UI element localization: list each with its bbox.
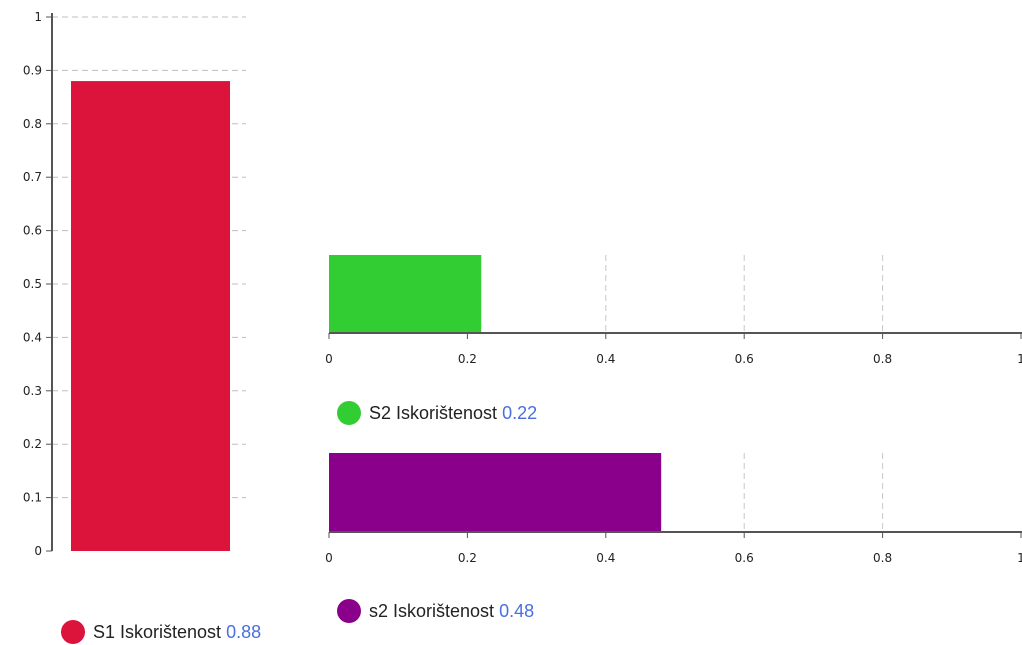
y-tick-label: 0 [34, 544, 42, 558]
y-tick-label: 0.9 [23, 63, 42, 77]
legend-s2-value: 0.22 [502, 403, 537, 423]
legend-s2-lower-label: s2 Iskorištenost [369, 601, 499, 621]
legend-s2-lower-text: s2 Iskorištenost 0.48 [369, 601, 534, 621]
legend-s1-marker [61, 620, 85, 644]
legend-s2-lower-marker [337, 599, 361, 623]
y-tick-label: 0.2 [23, 437, 42, 451]
y-tick-label: 0.5 [23, 277, 42, 291]
legend-s2-lower-value: 0.48 [499, 601, 534, 621]
s2-horizontal-bar-chart: 0 0.2 0.4 0.6 0.8 1 [325, 255, 1022, 366]
y-tick-label: 0.4 [23, 330, 42, 344]
x-tick-label: 0.6 [735, 352, 754, 366]
x-tick-label: 0.2 [458, 551, 477, 565]
legend-s1-value: 0.88 [226, 622, 261, 642]
legend-s1-text: S1 Iskorištenost 0.88 [93, 622, 261, 642]
x-tick-label: 0.8 [873, 551, 892, 565]
bar-s2-lower [329, 453, 662, 532]
x-tick-label: 1 [1017, 352, 1022, 366]
x-tick-label: 0.2 [458, 352, 477, 366]
s2-lower-horizontal-bar-chart: 0 0.2 0.4 0.6 0.8 1 [325, 453, 1022, 565]
y-tick-label: 0.1 [23, 491, 42, 505]
x-tick-label: 0.4 [596, 551, 615, 565]
legend-s2-marker [337, 401, 361, 425]
y-tick-label: 1 [34, 10, 42, 24]
x-tick-label: 0.8 [873, 352, 892, 366]
x-tick-label: 0 [325, 352, 333, 366]
y-tick-label: 0.6 [23, 224, 42, 238]
legends: S1 Iskorištenost 0.88 S2 Iskorištenost 0.… [61, 401, 537, 644]
x-tick-label: 0 [325, 551, 333, 565]
s1-vertical-bar-chart: 0 0.1 0.2 0.3 0.4 0.5 0.6 0.7 0.8 0.9 1 [23, 10, 246, 558]
legend-s2-label: S2 Iskorištenost [369, 403, 502, 423]
legend-s2-text: S2 Iskorištenost 0.22 [369, 403, 537, 423]
y-tick-label: 0.7 [23, 170, 42, 184]
x-tick-label: 0.6 [735, 551, 754, 565]
bar-s2 [329, 255, 482, 333]
y-tick-label: 0.3 [23, 384, 42, 398]
bar-s1 [71, 81, 230, 551]
y-tick-label: 0.8 [23, 117, 42, 131]
legend-s1-label: S1 Iskorištenost [93, 622, 226, 642]
x-tick-label: 0.4 [596, 352, 615, 366]
x-tick-label: 1 [1017, 551, 1022, 565]
